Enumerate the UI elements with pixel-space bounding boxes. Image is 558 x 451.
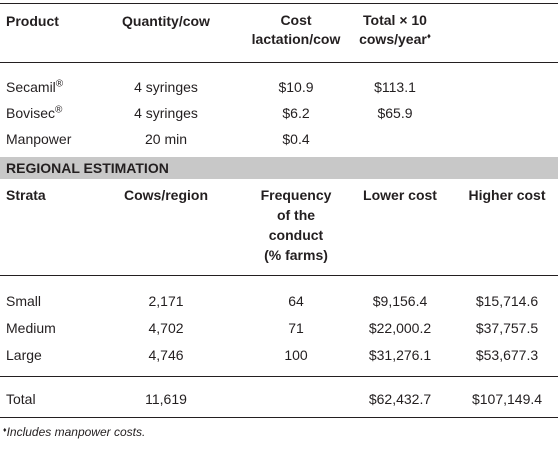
cost-cell: $10.9 xyxy=(278,79,314,95)
section-band: REGIONAL ESTIMATION xyxy=(0,157,558,179)
col-header-frequency: Frequency of the conduct (% farms) xyxy=(260,187,332,263)
bottom-rule xyxy=(0,417,558,418)
col-header-cost: Cost lactation/cow xyxy=(251,12,341,47)
product-name: Secamil xyxy=(6,79,56,95)
cost-cell: $0.4 xyxy=(282,131,310,147)
frequency-cell: 71 xyxy=(288,320,304,336)
col-header-product: Product xyxy=(6,13,59,29)
col-header-total: Total × 10 cows/year♦ xyxy=(359,12,431,47)
higher-cost-cell: $53,677.3 xyxy=(475,347,539,363)
diamond-marker: ♦ xyxy=(426,31,431,41)
cows-cell: 4,702 xyxy=(148,320,184,336)
higher-cost-cell: $15,714.6 xyxy=(475,293,539,309)
col-header-higher-cost: Higher cost xyxy=(468,187,546,203)
footnote: ♦Includes manpower costs. xyxy=(3,424,145,440)
product-name: Bovisec xyxy=(6,105,56,121)
header2-rule xyxy=(0,275,558,276)
cost-cell: $6.2 xyxy=(282,105,310,121)
registered-mark: ® xyxy=(55,104,63,116)
section-title: REGIONAL ESTIMATION xyxy=(6,160,169,176)
cows-cell: 4,746 xyxy=(148,347,184,363)
total-cell: $65.9 xyxy=(377,105,413,121)
strata-name: Large xyxy=(6,347,42,363)
footnote-text: Includes manpower costs. xyxy=(6,425,146,439)
total-rule xyxy=(0,376,558,377)
product-name: Manpower xyxy=(6,131,72,147)
frequency-cell: 64 xyxy=(288,293,304,309)
quantity-cell: 20 min xyxy=(144,131,188,147)
total-label: Total xyxy=(6,391,36,407)
col-header-cows: Cows/region xyxy=(123,187,209,203)
lower-cost-cell: $31,276.1 xyxy=(368,347,432,363)
strata-name: Medium xyxy=(6,320,56,336)
header-rule xyxy=(0,62,558,63)
col-header-lower-cost: Lower cost xyxy=(363,187,437,203)
total-cows-cell: 11,619 xyxy=(145,391,187,407)
quantity-cell: 4 syringes xyxy=(134,105,198,121)
lower-cost-cell: $22,000.2 xyxy=(368,320,432,336)
quantity-cell: 4 syringes xyxy=(134,79,198,95)
total-higher-cost-cell: $107,149.4 xyxy=(471,391,543,407)
col-header-quantity: Quantity/cow xyxy=(122,13,210,29)
total-cell: $113.1 xyxy=(374,79,416,95)
registered-mark: ® xyxy=(55,78,64,90)
lower-cost-cell: $9,156.4 xyxy=(372,293,428,309)
diamond-marker: ♦ xyxy=(3,427,7,434)
frequency-cell: 100 xyxy=(284,347,308,363)
total-lower-cost-cell: $62,432.7 xyxy=(368,391,432,407)
col-header-strata: Strata xyxy=(6,187,46,203)
strata-name: Small xyxy=(6,293,42,309)
top-rule xyxy=(0,3,558,4)
cows-cell: 2,171 xyxy=(148,293,184,309)
higher-cost-cell: $37,757.5 xyxy=(475,320,539,336)
